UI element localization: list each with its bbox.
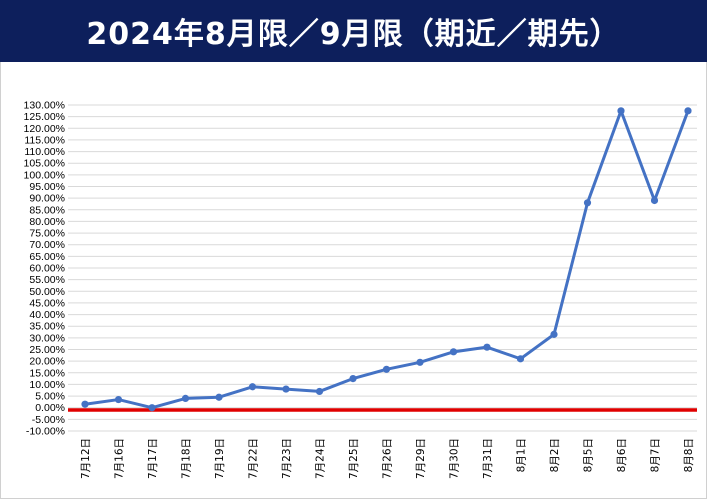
y-tick-label: 5.00%: [35, 391, 65, 403]
data-point: [684, 107, 692, 115]
x-tick-label: 7月31日: [482, 438, 494, 479]
x-tick-label: 8月1日: [516, 438, 528, 472]
y-tick-label: 115.00%: [24, 134, 65, 146]
y-tick-label: -10.00%: [26, 426, 65, 438]
y-tick-label: 10.00%: [29, 379, 65, 391]
data-point: [617, 107, 625, 115]
y-tick-label: 105.00%: [24, 158, 65, 170]
y-tick-label: 80.00%: [29, 216, 65, 228]
y-tick-label: 30.00%: [29, 332, 65, 344]
chart-title: 2024年8月限／9月限（期近／期先）: [86, 17, 621, 52]
x-tick-label: 8月7日: [650, 438, 662, 472]
x-tick-label: 7月30日: [449, 438, 461, 479]
data-point: [248, 383, 257, 391]
x-tick-label: 8月5日: [583, 438, 595, 472]
data-point: [416, 358, 424, 366]
y-tick-label: 45.00%: [29, 297, 65, 309]
data-point: [282, 385, 290, 393]
x-tick-label: 7月24日: [315, 438, 327, 479]
data-point: [650, 196, 659, 205]
y-tick-label: 40.00%: [29, 309, 65, 321]
y-tick-label: 35.00%: [29, 321, 65, 333]
x-tick-label: 7月19日: [214, 438, 226, 479]
y-tick-label: 95.00%: [29, 181, 65, 193]
x-tick-label: 7月26日: [382, 438, 394, 479]
y-tick-label: 20.00%: [29, 356, 65, 368]
y-tick-label: 120.00%: [24, 123, 65, 135]
data-point: [550, 330, 558, 338]
y-tick-label: -5.00%: [32, 414, 65, 426]
x-tick-label: 8月6日: [616, 438, 628, 472]
data-point: [516, 355, 525, 363]
data-point: [583, 199, 592, 207]
y-tick-label: 70.00%: [29, 239, 65, 251]
data-point: [483, 343, 491, 351]
x-tick-label: 7月18日: [181, 438, 193, 479]
y-tick-label: 15.00%: [29, 367, 65, 379]
x-tick-label: 7月23日: [281, 438, 293, 479]
y-tick-label: 55.00%: [29, 274, 65, 286]
y-tick-label: 110.00%: [24, 146, 65, 158]
data-point: [181, 394, 190, 402]
y-tick-label: 50.00%: [29, 286, 65, 298]
y-tick-label: 85.00%: [29, 204, 65, 216]
y-tick-label: 130.00%: [24, 100, 65, 112]
x-tick-label: 7月25日: [348, 438, 360, 479]
y-axis-tick-labels: -10.00%-5.00%0.00%5.00%10.00%15.00%20.00…: [24, 100, 65, 438]
y-tick-label: 60.00%: [29, 263, 65, 275]
y-tick-label: 90.00%: [29, 193, 65, 205]
data-point: [449, 348, 458, 356]
x-tick-label: 7月12日: [80, 438, 92, 479]
title-bar: 2024年8月限／9月限（期近／期先）: [0, 0, 707, 62]
y-tick-label: 125.00%: [24, 111, 65, 123]
line-chart: -10.00%-5.00%0.00%5.00%10.00%15.00%20.00…: [24, 100, 697, 479]
x-tick-label: 7月17日: [147, 438, 159, 479]
y-tick-label: 0.00%: [35, 402, 65, 414]
y-tick-label: 75.00%: [29, 228, 65, 240]
data-point: [148, 404, 156, 412]
x-tick-label: 7月29日: [415, 438, 427, 479]
series-line: [84, 109, 690, 410]
y-tick-label: 25.00%: [29, 344, 65, 356]
data-point: [81, 400, 89, 408]
x-tick-label: 7月22日: [248, 438, 260, 479]
data-point: [382, 365, 391, 373]
y-tick-label: 100.00%: [24, 169, 65, 181]
data-point: [315, 387, 324, 396]
x-tick-label: 7月16日: [114, 438, 126, 479]
y-tick-label: 65.00%: [29, 251, 65, 263]
x-tick-label: 8月8日: [683, 438, 695, 472]
x-tick-label: 8月2日: [549, 438, 561, 472]
series-group: [81, 107, 692, 412]
gridlines: [68, 104, 697, 432]
data-point: [215, 393, 223, 401]
data-point: [349, 375, 357, 383]
data-point: [114, 395, 123, 404]
x-axis-tick-labels: 7月12日 7月16日 7月17日 7月18日 7月19日 7月22日 7月23日 7月24日…: [80, 438, 695, 479]
